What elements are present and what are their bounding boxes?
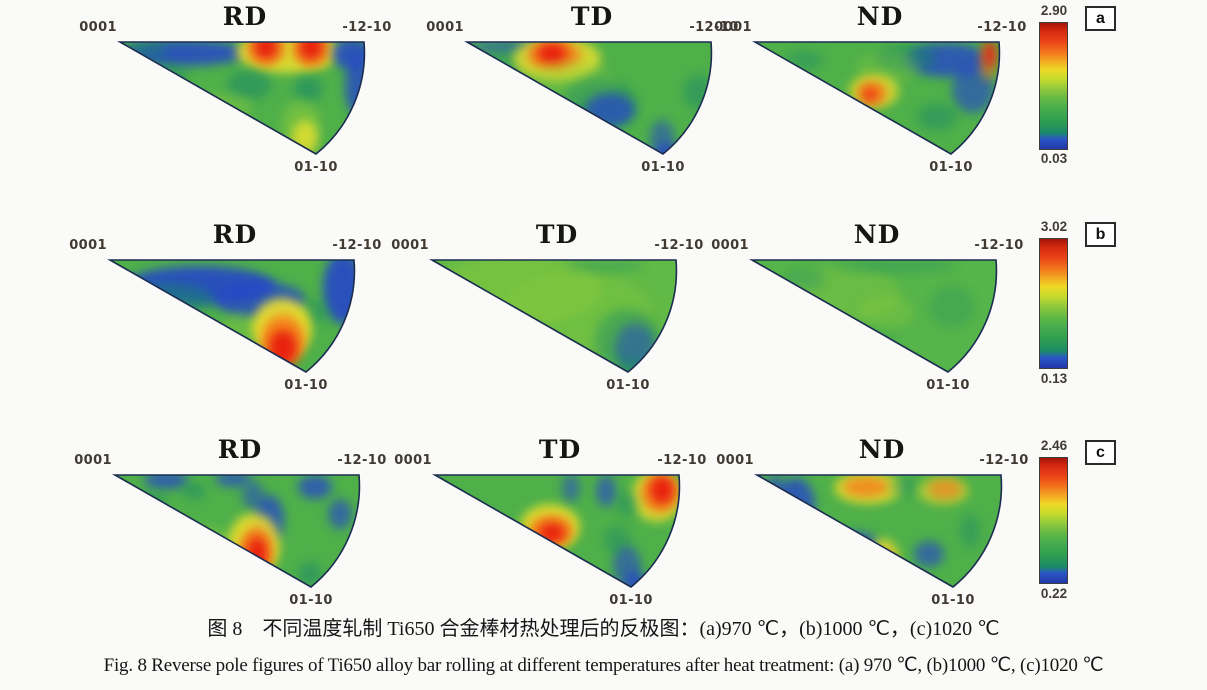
corner-label-01-10: 01-10 [609, 593, 653, 608]
panel-letter-c: c [1085, 440, 1116, 465]
corner-label--12-10: -12-10 [657, 453, 707, 468]
caption-english: Fig. 8 Reverse pole figures of Ti650 all… [103, 655, 1104, 676]
corner-label-0001: 0001 [74, 453, 112, 468]
panel-letter-a: a [1085, 6, 1116, 31]
pole-figure-panel-a-rd: RD 0001 -12-10 01-10 [75, 0, 407, 192]
corner-label-01-10: 01-10 [931, 593, 975, 608]
corner-label-01-10: 01-10 [929, 160, 973, 175]
pole-figure-panel-a-td: TD 0001 -12-10 01-10 [422, 0, 754, 192]
colorbar-max-label: 2.46 [1040, 438, 1068, 453]
colorbar-group-a: 2.90 0.03 a [1036, 0, 1120, 175]
panel-title: ND [856, 2, 904, 31]
colorbar-min-label: 0.13 [1040, 371, 1068, 386]
corner-label-0001: 0001 [391, 238, 429, 253]
pole-figure-wedge [748, 259, 998, 373]
colorbar-group-c: 2.46 0.22 c [1036, 434, 1120, 609]
panel-title: TD [538, 435, 582, 464]
pole-figure-panel-c-nd: ND 0001 -12-10 01-10 [712, 433, 1044, 625]
panel-title: RD [217, 435, 263, 464]
pole-figure-wedge [116, 41, 366, 155]
pole-figure-wedge [751, 41, 1001, 155]
pole-figure-wedge [463, 41, 713, 155]
corner-label-01-10: 01-10 [926, 378, 970, 393]
colorbar-max-label: 3.02 [1040, 219, 1068, 234]
corner-label--12-10: -12-10 [979, 453, 1029, 468]
colorbar [1039, 22, 1068, 150]
panel-title: ND [853, 220, 901, 249]
colorbar-min-label: 0.22 [1040, 586, 1068, 601]
corner-label-0001: 0001 [716, 453, 754, 468]
corner-label--12-10: -12-10 [342, 20, 392, 35]
corner-label--12-10: -12-10 [974, 238, 1024, 253]
corner-label-01-10: 01-10 [289, 593, 333, 608]
panel-title: ND [858, 435, 906, 464]
corner-label-0001: 0001 [394, 453, 432, 468]
corner-label--12-10: -12-10 [654, 238, 704, 253]
corner-label--12-10: -12-10 [337, 453, 387, 468]
panel-letter-b: b [1085, 222, 1116, 247]
corner-label-01-10: 01-10 [641, 160, 685, 175]
colorbar [1039, 457, 1068, 584]
pole-figure-panel-b-rd: RD 0001 -12-10 01-10 [65, 218, 397, 410]
pole-figure-wedge [753, 474, 1003, 588]
colorbar-min-label: 0.03 [1040, 151, 1068, 166]
corner-label-0001: 0001 [69, 238, 107, 253]
colorbar-group-b: 3.02 0.13 b [1036, 215, 1120, 395]
panel-title: TD [535, 220, 579, 249]
colorbar-max-label: 2.90 [1040, 3, 1068, 18]
panel-title: TD [570, 2, 614, 31]
corner-label-0001: 0001 [711, 238, 749, 253]
pole-figure-panel-c-td: TD 0001 -12-10 01-10 [390, 433, 722, 625]
corner-label-0001: 0001 [426, 20, 464, 35]
pole-figure-wedge [431, 474, 681, 588]
caption-chinese: 图 8 不同温度轧制 Ti650 合金棒材热处理后的反极图：(a)970 ℃，(… [207, 618, 1000, 640]
pole-figure-wedge [106, 259, 356, 373]
corner-label--12-10: -12-10 [977, 20, 1027, 35]
pole-figure-panel-a-nd: ND 0001 -12-10 01-10 [710, 0, 1042, 192]
corner-label--12-10: -12-10 [332, 238, 382, 253]
corner-label-01-10: 01-10 [294, 160, 338, 175]
corner-label-0001: 0001 [714, 20, 752, 35]
corner-label-01-10: 01-10 [606, 378, 650, 393]
pole-figure-panel-b-nd: ND 0001 -12-10 01-10 [707, 218, 1039, 410]
pole-figure-wedge [428, 259, 678, 373]
pole-figure-panel-c-rd: RD 0001 -12-10 01-10 [70, 433, 402, 625]
pole-figure-wedge [111, 474, 361, 588]
pole-figure-panel-b-td: TD 0001 -12-10 01-10 [387, 218, 719, 410]
panel-title: RD [212, 220, 258, 249]
corner-label-01-10: 01-10 [284, 378, 328, 393]
corner-label-0001: 0001 [79, 20, 117, 35]
panel-title: RD [222, 2, 268, 31]
corner-label--12-10: -12-10 [689, 20, 739, 35]
colorbar [1039, 238, 1068, 369]
